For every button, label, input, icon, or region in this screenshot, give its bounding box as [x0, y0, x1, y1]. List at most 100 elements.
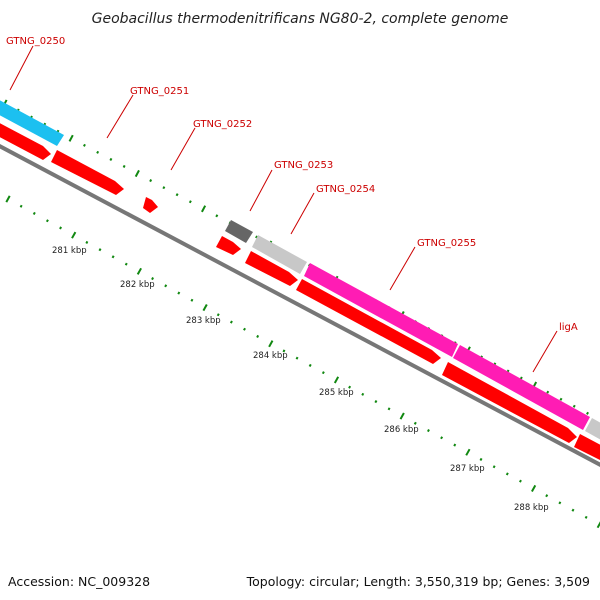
gene-bar-gtng-0250[interactable] — [0, 95, 64, 146]
inner-ring-major-tick — [465, 448, 471, 456]
inner-tick-ring — [5, 195, 600, 529]
kbp-label-281: 281 kbp — [52, 246, 87, 256]
inner-ring-minor-tick — [361, 392, 365, 396]
inner-ring-minor-tick — [32, 211, 36, 215]
cds-arrow-gtng-0255[interactable] — [296, 279, 441, 364]
callout-line-gtng-0250 — [9, 45, 34, 91]
inner-ring-minor-tick — [190, 298, 194, 302]
outer-ring-major-tick — [201, 205, 207, 213]
inner-ring-minor-tick — [111, 255, 115, 259]
callout-line-gtng-0253 — [249, 169, 273, 212]
outer-ring-minor-tick — [162, 186, 166, 190]
gene-label-liga[interactable]: ligA — [559, 322, 578, 333]
cds-arrow-next[interactable] — [574, 434, 600, 465]
inner-ring-major-tick — [268, 340, 274, 348]
kbp-label-284: 284 kbp — [253, 351, 288, 361]
gene-label-gtng-0251[interactable]: GTNG_0251 — [130, 86, 189, 97]
gene-bar-next[interactable] — [585, 418, 600, 445]
inner-ring-minor-tick — [124, 262, 128, 266]
outer-ring-minor-tick — [572, 404, 576, 408]
inner-ring-major-tick — [596, 521, 600, 529]
inner-ring-minor-tick — [151, 277, 154, 281]
kbp-label-288: 288 kbp — [514, 503, 549, 513]
inner-ring-minor-tick — [348, 385, 352, 389]
callout-line-gtng-0252 — [170, 127, 196, 171]
outer-ring-minor-tick — [109, 157, 113, 161]
gene-bar-gtng-0255[interactable] — [304, 263, 458, 357]
inner-ring-major-tick — [136, 267, 142, 275]
inner-ring-major-tick — [333, 376, 340, 384]
kbp-label-286: 286 kbp — [384, 425, 419, 435]
outer-ring-minor-tick — [122, 164, 126, 168]
inner-ring-minor-tick — [19, 204, 23, 208]
gene-label-gtng-0255[interactable]: GTNG_0255 — [417, 238, 476, 249]
inner-ring-minor-tick — [584, 515, 588, 519]
inner-ring-minor-tick — [387, 407, 391, 411]
inner-ring-minor-tick — [571, 508, 575, 512]
gene-label-gtng-0252[interactable]: GTNG_0252 — [193, 119, 252, 130]
kbp-label-283: 283 kbp — [186, 316, 221, 326]
outer-ring-major-tick — [68, 134, 74, 142]
cds-arrow-liga[interactable] — [442, 362, 577, 443]
cds-arrow-gtng-0252[interactable] — [143, 197, 158, 213]
outer-ring-minor-tick — [188, 200, 192, 204]
kbp-label-285: 285 kbp — [319, 388, 354, 398]
inner-ring-minor-tick — [45, 219, 49, 223]
kbp-label-282: 282 kbp — [120, 280, 155, 290]
map-title: Geobacillus thermodenitrificans NG80-2, … — [92, 11, 509, 27]
gene-bar-gtng-0254[interactable] — [252, 235, 307, 274]
inner-ring-major-tick — [202, 304, 208, 312]
cds-arrow-gtng-0250[interactable] — [0, 118, 51, 160]
callout-line-liga — [532, 330, 558, 373]
gene-label-gtng-0250[interactable]: GTNG_0250 — [6, 36, 65, 47]
inner-ring-minor-tick — [505, 472, 509, 476]
inner-ring-major-tick — [71, 231, 77, 239]
genome-backbone — [0, 144, 600, 467]
inner-ring-minor-tick — [59, 226, 62, 230]
inner-ring-minor-tick — [295, 356, 299, 360]
inner-ring-minor-tick — [413, 421, 417, 425]
outer-ring-minor-tick — [559, 397, 563, 401]
inner-ring-minor-tick — [374, 400, 378, 404]
inner-ring-minor-tick — [177, 291, 181, 295]
inner-ring-minor-tick — [164, 284, 168, 288]
callout-line-gtng-0255 — [389, 246, 416, 291]
accession-text: Accession: NC_009328 — [8, 574, 150, 589]
inner-ring-major-tick — [531, 484, 537, 492]
outer-ring-major-tick — [134, 169, 140, 178]
inner-ring-minor-tick — [85, 240, 89, 244]
outer-ring-minor-tick — [586, 411, 589, 415]
cds-arrow-gtng-0251[interactable] — [51, 150, 124, 195]
cds-arrow-gtng-0253[interactable] — [216, 236, 241, 255]
inner-ring-minor-tick — [321, 371, 325, 375]
outer-ring-minor-tick — [175, 193, 179, 197]
outer-ring-minor-tick — [255, 235, 258, 239]
outer-ring-minor-tick — [96, 150, 100, 154]
inner-ring-minor-tick — [519, 479, 522, 483]
gene-callouts: GTNG_0250 GTNG_0251 GTNG_0252 GTNG_0253 … — [6, 36, 578, 373]
inner-ring-minor-tick — [492, 465, 496, 469]
outer-ring-minor-tick — [546, 390, 550, 394]
inner-ring-minor-tick — [427, 429, 430, 433]
inner-ring-minor-tick — [453, 443, 457, 447]
callout-line-gtng-0251 — [106, 94, 134, 139]
inner-ring-major-tick — [5, 195, 11, 203]
outer-ring-minor-tick — [149, 179, 153, 183]
inner-ring-minor-tick — [243, 327, 246, 331]
cds-arrow-gtng-0254[interactable] — [245, 251, 298, 286]
gene-label-gtng-0253[interactable]: GTNG_0253 — [274, 160, 333, 171]
gene-features — [0, 95, 600, 465]
gene-bar-gtng-0253[interactable] — [225, 220, 253, 243]
inner-ring-minor-tick — [229, 320, 233, 324]
kbp-label-287: 287 kbp — [450, 464, 485, 474]
genome-info-text: Topology: circular; Length: 3,550,319 bp… — [246, 574, 590, 589]
inner-ring-minor-tick — [282, 349, 286, 353]
inner-ring-major-tick — [399, 412, 405, 420]
inner-ring-minor-tick — [558, 501, 562, 505]
gene-label-gtng-0254[interactable]: GTNG_0254 — [316, 184, 375, 195]
inner-ring-minor-tick — [440, 436, 444, 440]
inner-ring-minor-tick — [98, 248, 102, 252]
gene-bar-liga[interactable] — [453, 345, 590, 430]
